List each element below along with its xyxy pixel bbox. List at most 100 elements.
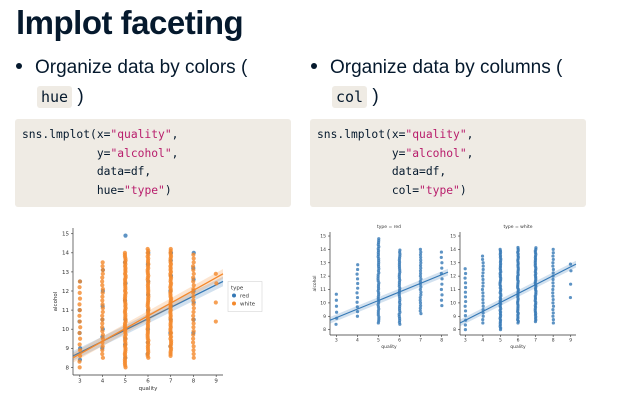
data-point-white xyxy=(481,274,485,278)
data-point-white xyxy=(191,267,196,273)
y-axis-label: alcohol xyxy=(312,275,318,291)
x-axis-label: quality xyxy=(381,344,397,350)
data-point-red xyxy=(418,301,423,305)
data-point-white xyxy=(100,286,105,292)
y-tick-label: 9 xyxy=(453,314,456,320)
x-tick-label: 3 xyxy=(335,338,338,344)
data-point-white xyxy=(569,269,573,273)
data-point-white xyxy=(551,267,555,272)
bullet-dot xyxy=(311,62,317,69)
x-tick-label: 7 xyxy=(534,338,537,344)
chart-red-scatter: 3 4 5 6 7 8 8 9 10 11 12 13 14 15 quality alcohol type =… xyxy=(312,224,449,350)
data-point-white xyxy=(100,264,105,269)
data-point-red xyxy=(355,305,359,309)
data-point-white xyxy=(100,302,105,307)
data-point-red xyxy=(440,303,444,308)
data-point-white xyxy=(77,290,82,296)
data-point-white xyxy=(463,271,468,276)
data-point-red xyxy=(334,292,338,296)
x-tick-label: 9 xyxy=(569,338,572,344)
data-point-red xyxy=(440,282,444,286)
bullet-text: Organize data by columns ( xyxy=(330,57,563,78)
chart-hue-scatter: 3 4 5 6 7 8 9 8 9 10 11 12 13 14 15 quality alcohol type r… xyxy=(53,228,263,392)
data-point-white xyxy=(481,264,485,268)
y-tick-label: 14 xyxy=(320,247,326,253)
y-tick-label: 8 xyxy=(453,327,456,333)
data-point-white xyxy=(191,290,196,296)
data-point-white xyxy=(481,321,485,325)
data-point-red xyxy=(418,263,423,268)
y-tick-label: 10 xyxy=(62,327,69,333)
data-point-white xyxy=(100,317,105,322)
data-point-red xyxy=(418,306,422,310)
data-point-red xyxy=(334,298,338,302)
legend-title: type xyxy=(231,286,244,292)
data-point-white xyxy=(77,319,82,324)
data-point-white xyxy=(551,287,555,292)
data-point-red xyxy=(439,287,444,292)
y-tick-label: 10 xyxy=(450,300,456,306)
data-point-white xyxy=(551,304,556,308)
data-point-white xyxy=(534,246,538,250)
data-point-white xyxy=(551,311,555,315)
data-point-red xyxy=(419,293,423,297)
data-point-red xyxy=(418,269,423,273)
data-point-white xyxy=(77,342,82,347)
data-point-red xyxy=(418,247,423,251)
data-point-red xyxy=(419,250,423,254)
data-point-white xyxy=(481,318,485,322)
data-point-red xyxy=(419,255,423,260)
data-point-white xyxy=(100,294,105,299)
code-block-hue: sns.lmplot(x="quality", y="alcohol", dat… xyxy=(15,119,291,207)
data-point-white xyxy=(77,302,82,307)
data-point-red xyxy=(418,279,422,284)
data-point-white xyxy=(100,298,105,303)
data-point-red xyxy=(418,298,422,302)
y-tick-label: 12 xyxy=(62,289,69,295)
x-tick-label: 8 xyxy=(192,379,196,385)
data-point-red xyxy=(419,285,423,289)
data-point-white xyxy=(77,359,82,364)
data-point-white xyxy=(77,336,83,341)
data-point-white xyxy=(463,267,467,271)
data-point-white xyxy=(551,264,555,268)
data-point-white xyxy=(481,301,485,305)
data-point-red xyxy=(418,309,422,313)
legend-label-red: red xyxy=(240,294,249,300)
data-point-white xyxy=(122,250,128,255)
data-point-white xyxy=(191,336,196,341)
y-tick-label: 14 xyxy=(450,247,456,253)
data-point-white xyxy=(191,271,196,276)
x-tick-label: 5 xyxy=(499,338,502,344)
data-point-white xyxy=(551,277,555,282)
data-point-white xyxy=(191,325,196,330)
data-point-white xyxy=(100,348,105,353)
y-tick-label: 9 xyxy=(323,314,326,320)
data-point-white xyxy=(191,355,196,360)
data-point-white xyxy=(191,309,196,315)
data-point-white xyxy=(191,306,196,311)
data-point-white xyxy=(77,279,83,284)
data-point-white xyxy=(463,309,468,313)
bullet-hue: Organize data by colors ( hue ) xyxy=(16,53,247,112)
data-point-red xyxy=(355,300,359,304)
data-point-white xyxy=(551,261,555,265)
data-point-white xyxy=(77,365,82,370)
data-point-red xyxy=(440,261,444,265)
data-point-red xyxy=(355,295,360,300)
data-point-white xyxy=(77,330,82,336)
x-tick-label: 4 xyxy=(481,338,484,344)
inline-code-hue: hue xyxy=(37,86,73,108)
data-point-white xyxy=(481,277,485,282)
data-point-white xyxy=(168,246,173,252)
chart-title: type = red xyxy=(377,224,401,230)
data-point-white xyxy=(100,328,105,334)
x-tick-label: 5 xyxy=(377,338,380,344)
data-point-red xyxy=(419,258,423,262)
data-point-white xyxy=(191,283,196,288)
data-point-white xyxy=(191,328,196,334)
data-point-white xyxy=(463,276,467,280)
data-point-white xyxy=(191,344,196,349)
y-tick-label: 11 xyxy=(62,308,69,314)
code-block-col: sns.lmplot(x="quality", y="alcohol", dat… xyxy=(310,119,586,207)
